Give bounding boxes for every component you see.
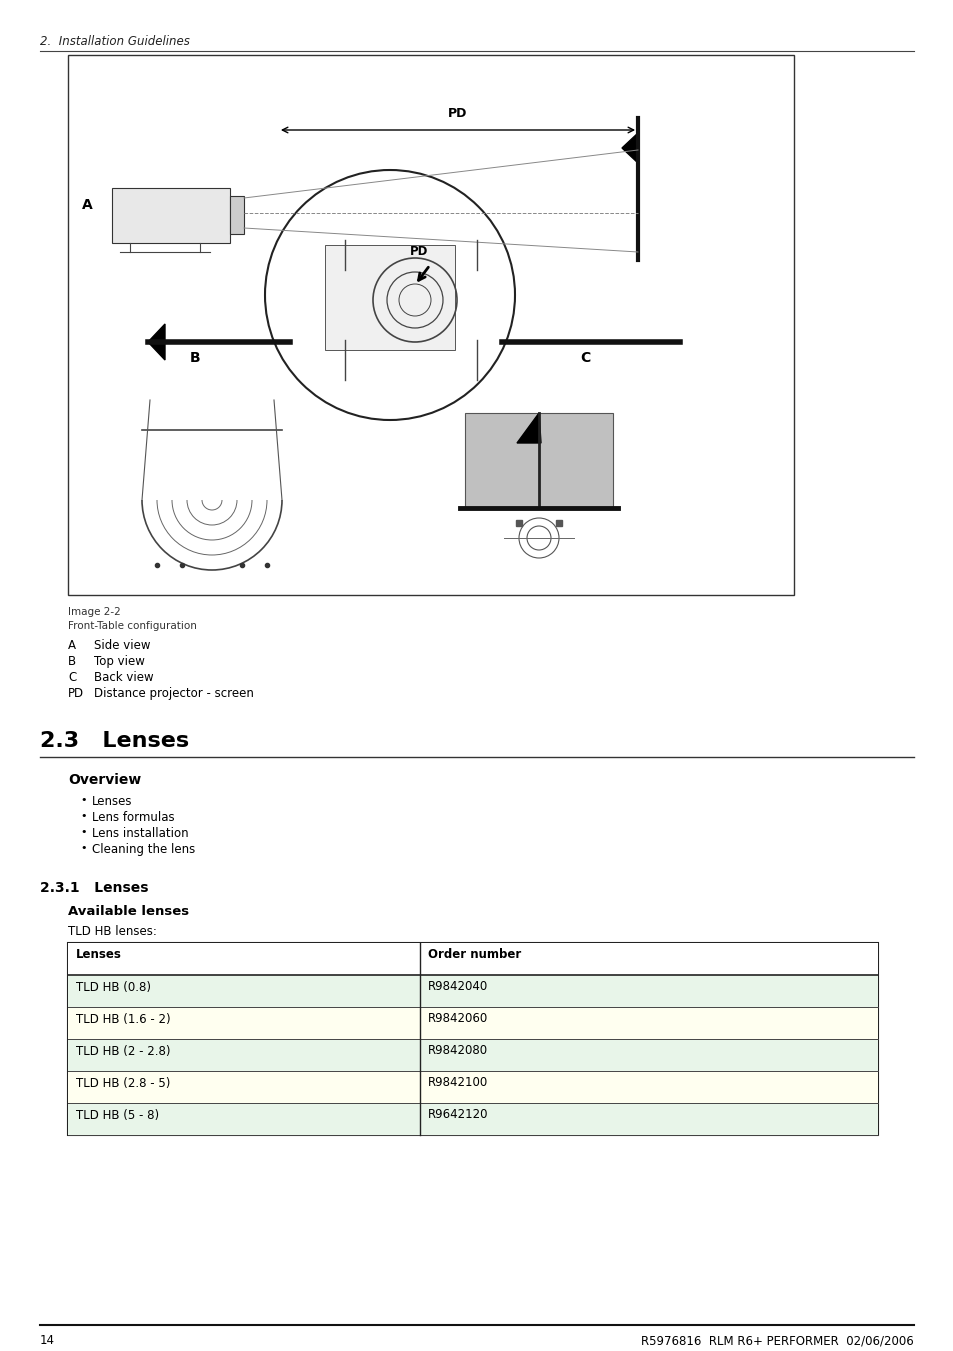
Text: TLD HB (2.8 - 5): TLD HB (2.8 - 5) (76, 1077, 171, 1089)
Bar (230, 196, 244, 234)
Text: TLD HB (5 - 8): TLD HB (5 - 8) (76, 1109, 159, 1121)
Text: R9842060: R9842060 (428, 1012, 488, 1025)
Text: 2.3.1   Lenses: 2.3.1 Lenses (40, 881, 149, 894)
Text: Lens installation: Lens installation (91, 827, 189, 840)
Text: 2.  Installation Guidelines: 2. Installation Guidelines (40, 35, 190, 49)
Text: C: C (68, 671, 76, 684)
Text: Side view: Side view (94, 639, 151, 653)
Text: •: • (80, 794, 87, 805)
Bar (68, 975, 877, 1006)
Text: C: C (579, 351, 590, 365)
Polygon shape (148, 324, 165, 359)
Polygon shape (621, 132, 638, 163)
Text: TLD HB (2 - 2.8): TLD HB (2 - 2.8) (76, 1044, 171, 1058)
Text: Top view: Top view (94, 655, 145, 667)
Text: 14: 14 (40, 1333, 55, 1347)
Text: PD: PD (410, 245, 428, 258)
Text: Front-Table configuration: Front-Table configuration (68, 621, 196, 631)
Bar (68, 1071, 877, 1102)
Text: Lens formulas: Lens formulas (91, 811, 174, 824)
Text: •: • (80, 827, 87, 838)
Bar (112, 188, 230, 243)
Bar (68, 1006, 877, 1039)
Bar (68, 943, 877, 975)
Text: Back view: Back view (94, 671, 153, 684)
Text: 2.3   Lenses: 2.3 Lenses (40, 731, 189, 751)
Bar (464, 413, 613, 508)
Text: A: A (82, 199, 92, 212)
Text: R9842080: R9842080 (428, 1044, 488, 1058)
Text: Lenses: Lenses (76, 948, 122, 962)
Text: Overview: Overview (68, 773, 141, 788)
Text: R9842040: R9842040 (428, 981, 488, 993)
Polygon shape (517, 413, 540, 443)
Text: Cleaning the lens: Cleaning the lens (91, 843, 195, 857)
Text: TLD HB (0.8): TLD HB (0.8) (76, 981, 151, 993)
Text: R9842100: R9842100 (428, 1077, 488, 1089)
Bar (68, 1039, 877, 1071)
Text: Distance projector - screen: Distance projector - screen (94, 688, 253, 700)
Text: TLD HB lenses:: TLD HB lenses: (68, 925, 156, 938)
Text: TLD HB (1.6 - 2): TLD HB (1.6 - 2) (76, 1012, 171, 1025)
Bar (68, 55, 793, 594)
Text: PD: PD (68, 688, 84, 700)
Bar (325, 245, 455, 350)
Text: B: B (190, 351, 200, 365)
Text: PD: PD (448, 107, 467, 120)
Text: B: B (68, 655, 76, 667)
Bar (68, 943, 877, 1135)
Text: R5976816  RLM R6+ PERFORMER  02/06/2006: R5976816 RLM R6+ PERFORMER 02/06/2006 (640, 1333, 913, 1347)
Text: Lenses: Lenses (91, 794, 132, 808)
Text: Order number: Order number (428, 948, 520, 962)
Bar (68, 1102, 877, 1135)
Text: A: A (68, 639, 76, 653)
Text: Available lenses: Available lenses (68, 905, 189, 917)
Text: R9642120: R9642120 (428, 1109, 488, 1121)
Text: •: • (80, 811, 87, 821)
Text: Image 2-2: Image 2-2 (68, 607, 121, 617)
Text: •: • (80, 843, 87, 852)
